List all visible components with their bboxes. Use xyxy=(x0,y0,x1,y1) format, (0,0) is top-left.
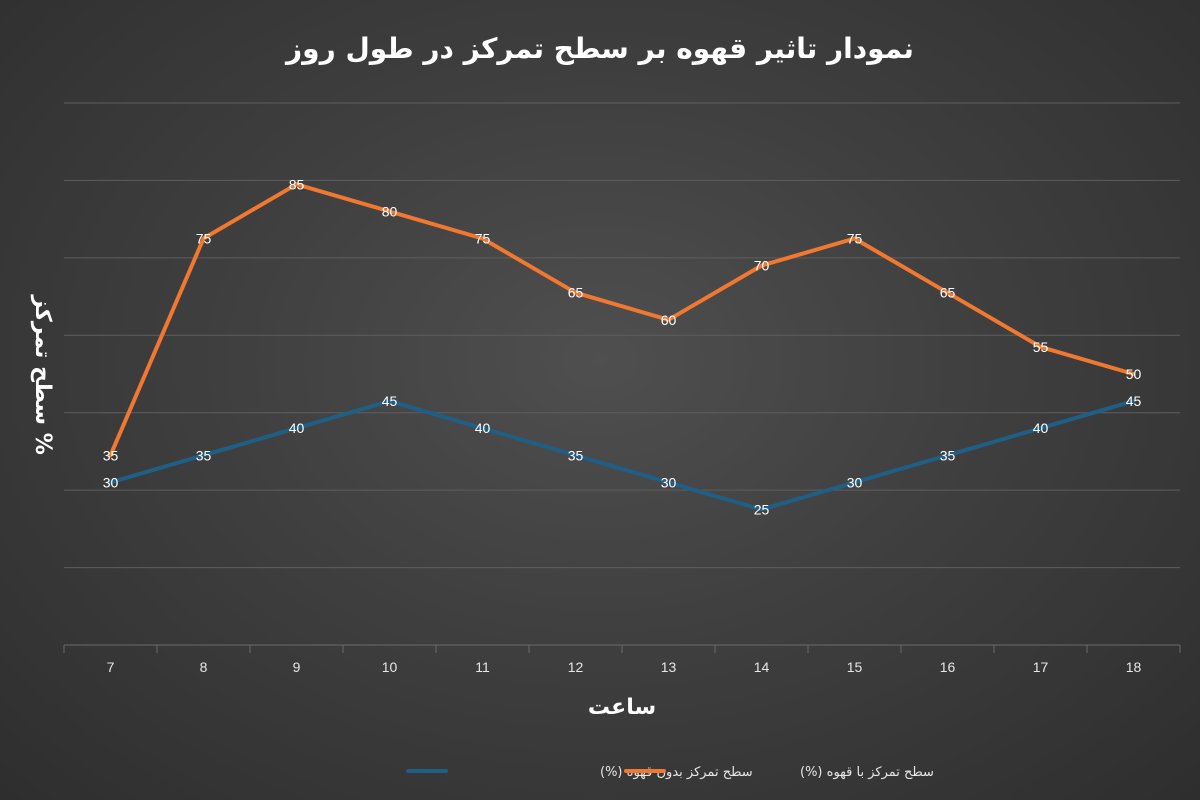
data-label: 30 xyxy=(847,474,863,490)
data-label: 35 xyxy=(568,447,584,463)
data-label: 25 xyxy=(754,502,770,518)
x-tick-label: 13 xyxy=(661,659,677,675)
x-tick-label: 17 xyxy=(1033,659,1049,675)
data-label: 40 xyxy=(475,420,491,436)
data-label: 75 xyxy=(847,231,863,247)
data-label: 40 xyxy=(289,420,305,436)
data-label: 75 xyxy=(475,231,491,247)
data-label: 80 xyxy=(382,203,398,219)
y-axis-title: سطح تمرکز % xyxy=(30,294,55,454)
x-tick-label: 9 xyxy=(293,659,301,675)
x-axis-title: ساعت xyxy=(588,695,656,720)
data-label: 60 xyxy=(661,312,677,328)
data-label: 65 xyxy=(568,285,584,301)
data-labels: 30 35 40 45 40 35 30 25 30 35 40 45 35 75 85 80 75 65 60 70… xyxy=(103,176,1142,517)
legend-item-series-2[interactable]: سطح تمرکز با قهوه (%) xyxy=(624,765,934,780)
data-label: 30 xyxy=(661,474,677,490)
legend: سطح تمرکز بدون قهوه (%) سطح تمرکز با قهو… xyxy=(406,765,934,780)
data-label: 55 xyxy=(1033,339,1049,355)
x-tick-label: 10 xyxy=(382,659,398,675)
data-label: 35 xyxy=(103,447,119,463)
data-label: 65 xyxy=(940,285,956,301)
data-label: 35 xyxy=(196,447,212,463)
data-label: 70 xyxy=(754,258,770,274)
x-tick-label: 8 xyxy=(200,659,208,675)
data-label: 40 xyxy=(1033,420,1049,436)
data-label: 45 xyxy=(1126,393,1142,409)
legend-label-series-1: سطح تمرکز بدون قهوه (%) xyxy=(600,765,753,780)
x-tick-label: 14 xyxy=(754,659,770,675)
gridlines xyxy=(64,102,1180,569)
chart-title: نمودار تاثیر قهوه بر سطح تمرکز در طول رو… xyxy=(284,32,914,65)
x-tick-label: 11 xyxy=(475,659,490,675)
legend-item-series-1[interactable]: سطح تمرکز بدون قهوه (%) xyxy=(406,765,753,780)
series-lines xyxy=(108,182,1136,512)
data-label: 30 xyxy=(103,474,119,490)
data-label: 45 xyxy=(382,393,398,409)
data-label: 50 xyxy=(1126,366,1142,382)
x-axis: 7 8 9 10 11 12 13 14 15 16 17 18 xyxy=(63,644,1181,675)
x-tick-label: 12 xyxy=(568,659,584,675)
series-line-1 xyxy=(108,399,1136,512)
series-line-2 xyxy=(108,182,1136,458)
x-tick-label: 15 xyxy=(847,659,863,675)
legend-label-series-2: سطح تمرکز با قهوه (%) xyxy=(800,765,934,780)
x-tick-label: 18 xyxy=(1126,659,1142,675)
data-label: 85 xyxy=(289,176,305,192)
x-tick-label: 16 xyxy=(940,659,956,675)
data-label: 35 xyxy=(940,447,956,463)
data-label: 75 xyxy=(196,231,212,247)
x-tick-label: 7 xyxy=(107,659,115,675)
